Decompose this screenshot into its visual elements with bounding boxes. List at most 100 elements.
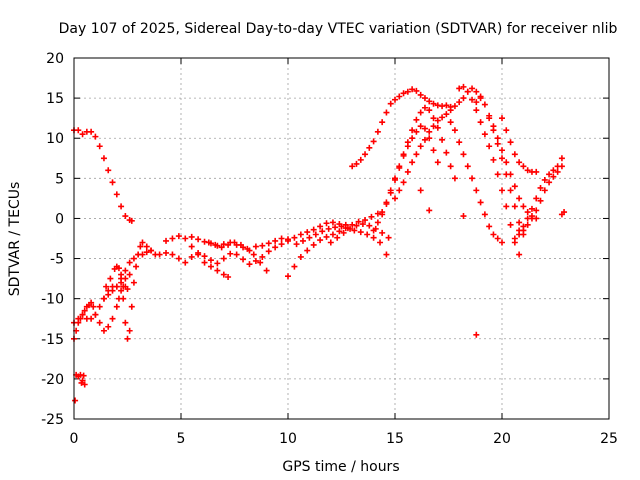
data-point xyxy=(434,159,441,166)
data-point xyxy=(421,104,428,111)
data-point xyxy=(88,128,95,135)
data-point xyxy=(220,241,227,248)
data-point xyxy=(383,109,390,116)
data-point xyxy=(77,371,84,378)
data-point xyxy=(201,238,208,245)
series-mid-band-e xyxy=(285,210,381,280)
data-point xyxy=(499,147,505,154)
data-point xyxy=(430,115,437,122)
data-point xyxy=(124,286,131,293)
series-late-rise xyxy=(516,155,565,234)
data-point xyxy=(126,327,133,334)
data-point xyxy=(293,241,300,248)
data-point xyxy=(329,219,336,226)
series-arc-dip-1 xyxy=(103,263,131,342)
data-point xyxy=(359,221,366,228)
data-point xyxy=(118,279,125,286)
data-point xyxy=(490,123,497,130)
data-point xyxy=(421,95,428,102)
data-point xyxy=(240,256,247,263)
series-mid-band-d xyxy=(205,239,270,274)
data-point xyxy=(409,127,416,134)
data-point xyxy=(317,223,324,230)
data-point xyxy=(528,205,535,212)
data-point xyxy=(113,191,120,198)
data-point xyxy=(413,87,420,94)
data-point xyxy=(400,152,407,159)
data-point xyxy=(257,259,264,266)
y-axis-label: SDTVAR / TECUs xyxy=(7,182,23,297)
data-point xyxy=(481,101,488,108)
data-point xyxy=(227,250,234,257)
data-point xyxy=(374,219,381,226)
data-point xyxy=(272,244,279,251)
tick-labels: 0 5 10 15 20 25 -25 -20 -15 -10 -5 0 5 10 15 20 xyxy=(41,51,618,447)
data-point xyxy=(430,123,437,130)
data-point xyxy=(336,228,343,235)
data-point xyxy=(550,167,557,174)
data-point xyxy=(379,119,386,126)
y-tick-label: 5 xyxy=(55,171,64,187)
data-point xyxy=(312,231,319,238)
data-point xyxy=(115,265,122,272)
data-point xyxy=(516,159,523,166)
data-point xyxy=(188,243,195,250)
data-point xyxy=(417,123,424,130)
data-point xyxy=(400,90,407,97)
series-rise-c xyxy=(379,123,441,218)
data-point xyxy=(96,319,103,326)
x-axis-label: GPS time / hours xyxy=(282,459,399,475)
data-point xyxy=(486,223,493,230)
data-point xyxy=(499,239,505,246)
data-point xyxy=(456,139,463,146)
data-point xyxy=(434,102,441,109)
data-point xyxy=(374,128,381,135)
data-point xyxy=(100,327,107,334)
data-point xyxy=(520,203,527,210)
data-point xyxy=(126,259,133,266)
data-point xyxy=(516,219,523,226)
data-point xyxy=(554,168,561,175)
data-point xyxy=(413,116,420,123)
data-point xyxy=(477,95,484,102)
data-point xyxy=(188,233,195,240)
data-point xyxy=(385,234,392,241)
data-point xyxy=(434,124,441,131)
data-point xyxy=(392,96,398,103)
data-point xyxy=(516,251,523,258)
data-point xyxy=(329,231,336,238)
data-point xyxy=(537,197,544,204)
data-point xyxy=(477,199,484,206)
data-point xyxy=(124,335,131,342)
data-point xyxy=(434,117,441,124)
data-point xyxy=(135,251,142,258)
data-point xyxy=(285,273,291,280)
data-point xyxy=(201,253,208,260)
data-point xyxy=(175,233,182,240)
y-tick-label: -20 xyxy=(41,372,64,388)
data-point xyxy=(447,119,454,126)
data-point xyxy=(128,303,135,310)
data-point xyxy=(387,100,394,107)
data-point xyxy=(207,257,214,264)
data-point xyxy=(507,221,514,228)
data-point xyxy=(456,85,463,92)
data-point xyxy=(113,283,120,290)
data-point xyxy=(357,229,364,236)
data-point xyxy=(404,88,411,95)
data-point xyxy=(130,279,137,286)
data-point xyxy=(494,171,501,178)
data-point xyxy=(278,235,285,242)
data-point xyxy=(107,275,114,282)
data-point xyxy=(550,173,557,180)
data-point xyxy=(143,249,150,256)
data-point xyxy=(96,303,103,310)
data-point xyxy=(81,307,88,314)
data-point xyxy=(439,136,446,143)
data-point xyxy=(252,257,259,264)
data-point xyxy=(528,215,535,222)
data-point xyxy=(417,187,424,194)
data-point xyxy=(473,107,480,114)
series-rise-d xyxy=(392,85,484,202)
data-point xyxy=(443,111,450,118)
